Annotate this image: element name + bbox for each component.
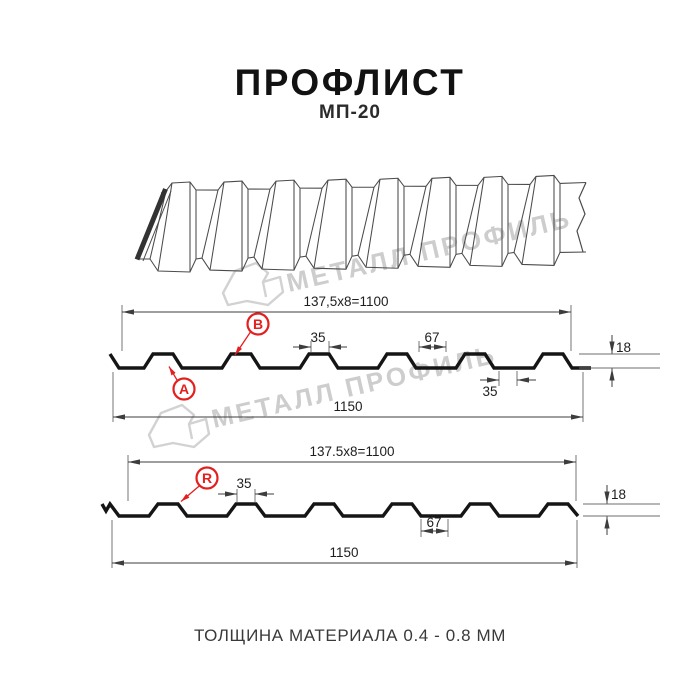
dim-coverage-width: 137.5x8=1100 [310, 444, 395, 459]
point-label-a: A [179, 381, 189, 397]
material-thickness-note: ТОЛЩИНА МАТЕРИАЛА 0.4 - 0.8 ММ [194, 626, 506, 645]
sheet-3d-line [137, 251, 587, 273]
sheet-3d-line [409, 186, 427, 255]
sheet-3d-line [469, 177, 485, 266]
sheet-3d-line [134, 188, 168, 261]
dim-overall-width: 1150 [329, 545, 358, 560]
sheet-3d-line [305, 188, 323, 257]
sheet-3d-line [313, 180, 329, 269]
sheet-3d-line [576, 182, 587, 253]
sheet-3d-view [134, 174, 587, 273]
sheet-3d-line [521, 176, 537, 265]
cross-section-top: 137,5x8=1100 35 67 18 35 1150 A [108, 294, 660, 422]
sheet-3d-line [149, 190, 167, 260]
page-subtitle: МП-20 [319, 102, 381, 123]
dim-valley-width: 67 [424, 330, 439, 345]
sheet-3d-line [209, 181, 225, 271]
sheet-3d-line [461, 185, 479, 254]
cross-section-bottom: 137.5x8=1100 35 67 18 1150 R [100, 444, 660, 568]
dim-coverage-width: 137,5x8=1100 [304, 294, 389, 309]
sheet-3d-line [417, 178, 433, 267]
dim-crest-width: 35 [236, 476, 251, 491]
sheet-3d-line [157, 182, 173, 272]
point-label-r-circle [195, 466, 219, 490]
sheet-3d-line [357, 187, 375, 256]
point-label-b: B [253, 316, 263, 332]
dim-valley-width: 67 [426, 515, 441, 530]
profile-outline [100, 500, 580, 518]
dim-profile-height: 18 [616, 340, 631, 355]
watermark-text: МЕТАЛЛ ПРОФИЛЬ [284, 203, 575, 298]
sheet-3d-line [253, 189, 271, 258]
profile-outline [108, 352, 591, 370]
dim-overall-width: 1150 [333, 399, 362, 414]
sheet-3d-line [201, 189, 219, 259]
brand-logo-icon [147, 403, 211, 449]
page-title: ПРОФЛИСТ [235, 62, 466, 103]
dim-profile-height: 18 [611, 487, 626, 502]
sheet-3d-line [160, 174, 587, 194]
sheet-3d-line [261, 181, 277, 270]
brand-logo-icon [221, 261, 285, 307]
sheet-3d-line [142, 190, 172, 262]
sheet-3d-line [513, 184, 531, 253]
point-label-b-circle [246, 312, 270, 336]
dim-crest-width: 35 [310, 330, 325, 345]
point-label-r: R [202, 470, 212, 486]
sheet-3d-line [365, 179, 381, 268]
point-label-a-circle [172, 377, 196, 401]
dim-rib-base-width: 35 [482, 384, 497, 399]
